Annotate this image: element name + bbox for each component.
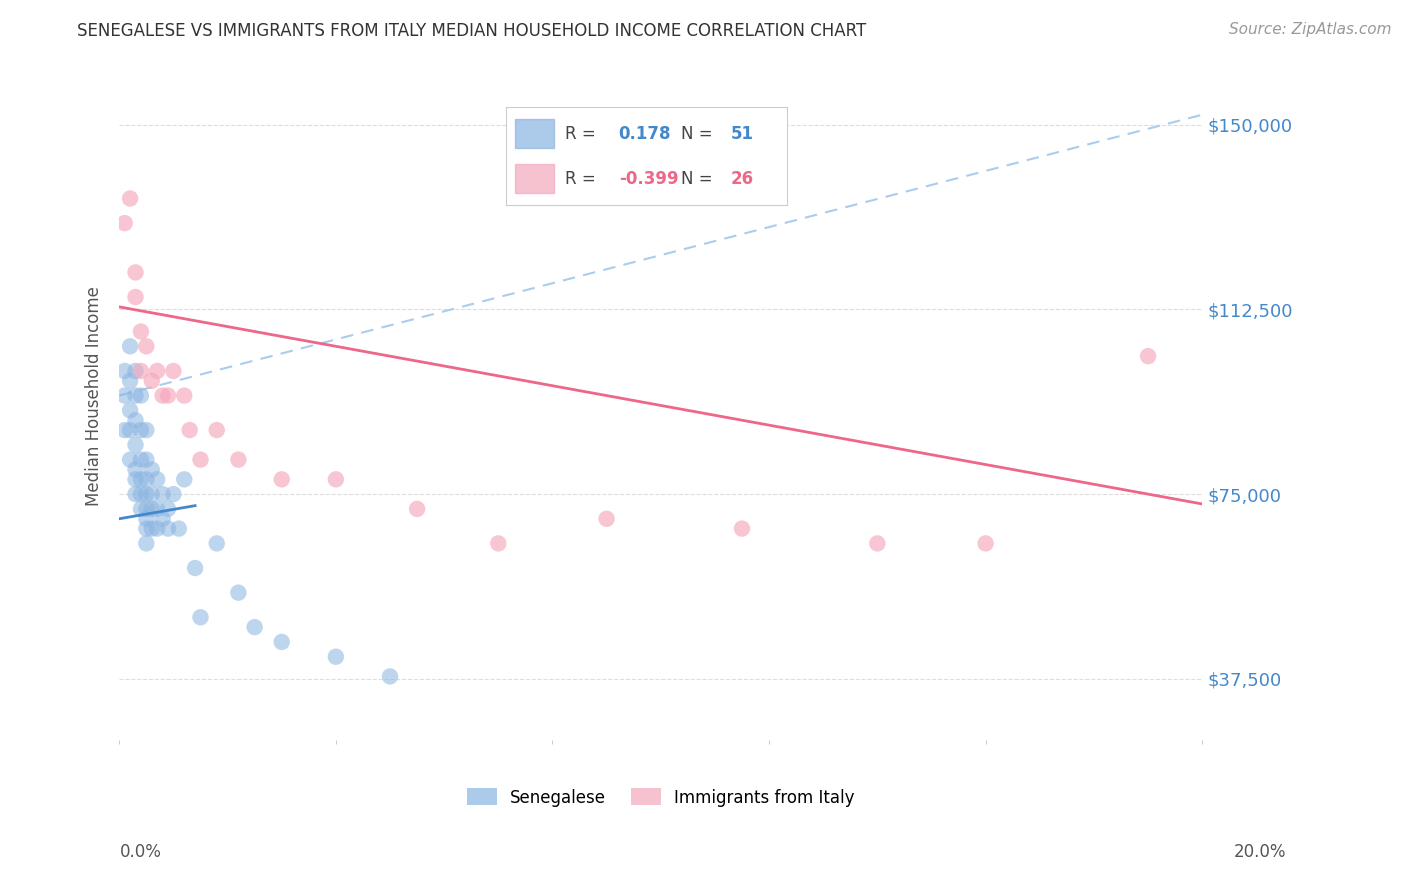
Point: [124, 413, 146, 427]
Point: [129, 325, 152, 339]
Point: [152, 512, 174, 526]
Y-axis label: Median Household Income: Median Household Income: [86, 285, 103, 506]
Legend: Senegalese, Immigrants from Italy: Senegalese, Immigrants from Italy: [458, 780, 863, 815]
Point: [162, 364, 184, 378]
Point: [162, 487, 184, 501]
Point: [124, 438, 146, 452]
Bar: [515, 164, 554, 194]
Point: [173, 388, 195, 402]
Point: [228, 452, 250, 467]
Text: N =: N =: [681, 125, 711, 143]
Text: Source: ZipAtlas.com: Source: ZipAtlas.com: [1229, 22, 1392, 37]
Point: [325, 649, 347, 664]
Point: [190, 610, 212, 624]
Point: [135, 512, 157, 526]
Point: [114, 216, 136, 230]
Point: [141, 522, 163, 536]
Point: [114, 364, 136, 378]
Point: [156, 388, 179, 402]
Point: [146, 522, 169, 536]
Point: [378, 669, 401, 683]
Point: [243, 620, 266, 634]
Point: [146, 472, 169, 486]
Point: [135, 423, 157, 437]
Text: 0.0%: 0.0%: [120, 843, 162, 861]
Text: R =: R =: [565, 125, 596, 143]
Text: 20.0%: 20.0%: [1234, 843, 1286, 861]
Point: [135, 452, 157, 467]
Point: [152, 487, 174, 501]
Point: [129, 364, 152, 378]
Point: [141, 502, 163, 516]
Point: [120, 423, 142, 437]
Point: [141, 462, 163, 476]
Text: 26: 26: [731, 169, 754, 187]
Point: [124, 290, 146, 304]
Point: [129, 388, 152, 402]
Point: [270, 635, 292, 649]
Text: R =: R =: [565, 169, 596, 187]
Point: [135, 536, 157, 550]
Point: [205, 536, 228, 550]
Point: [135, 487, 157, 501]
Point: [129, 423, 152, 437]
Point: [974, 536, 997, 550]
Text: N =: N =: [681, 169, 711, 187]
Point: [124, 265, 146, 279]
Point: [152, 388, 174, 402]
Text: -0.399: -0.399: [619, 169, 678, 187]
Point: [228, 585, 250, 599]
Point: [190, 452, 212, 467]
Point: [114, 388, 136, 402]
Point: [114, 423, 136, 437]
Point: [205, 423, 228, 437]
Point: [866, 536, 889, 550]
Point: [1137, 349, 1160, 363]
Point: [167, 522, 190, 536]
Point: [173, 472, 195, 486]
Text: 51: 51: [731, 125, 754, 143]
Point: [129, 487, 152, 501]
Point: [146, 364, 169, 378]
Point: [595, 512, 617, 526]
Point: [124, 364, 146, 378]
Point: [135, 339, 157, 353]
Point: [124, 487, 146, 501]
Point: [731, 522, 754, 536]
Point: [120, 374, 142, 388]
Point: [325, 472, 347, 486]
Point: [124, 462, 146, 476]
Point: [406, 502, 429, 516]
Text: SENEGALESE VS IMMIGRANTS FROM ITALY MEDIAN HOUSEHOLD INCOME CORRELATION CHART: SENEGALESE VS IMMIGRANTS FROM ITALY MEDI…: [77, 22, 866, 40]
Point: [135, 472, 157, 486]
Point: [129, 472, 152, 486]
Point: [120, 403, 142, 417]
Point: [156, 502, 179, 516]
Point: [141, 374, 163, 388]
Bar: [515, 119, 554, 148]
Point: [120, 192, 142, 206]
Point: [124, 472, 146, 486]
Point: [135, 522, 157, 536]
Point: [120, 339, 142, 353]
Text: 0.178: 0.178: [619, 125, 671, 143]
Point: [129, 452, 152, 467]
Point: [184, 561, 207, 575]
Point: [146, 502, 169, 516]
Point: [120, 452, 142, 467]
Point: [141, 487, 163, 501]
Point: [486, 536, 509, 550]
Point: [135, 502, 157, 516]
Point: [156, 522, 179, 536]
Point: [270, 472, 292, 486]
Point: [124, 388, 146, 402]
Point: [129, 502, 152, 516]
Point: [179, 423, 201, 437]
